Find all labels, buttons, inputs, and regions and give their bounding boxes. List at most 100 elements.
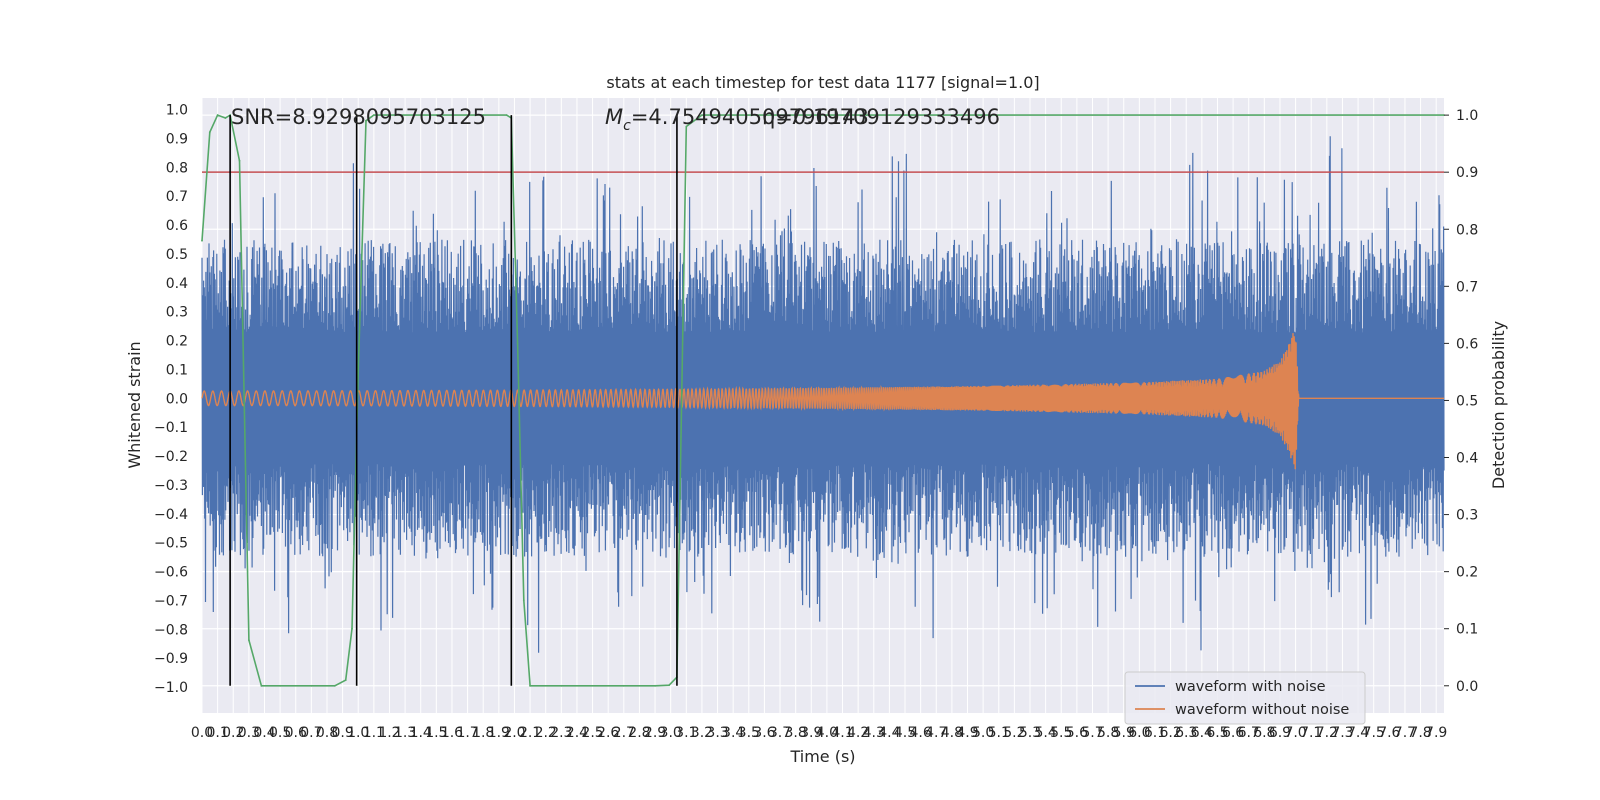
detection-point [201, 239, 203, 242]
detection-point [310, 684, 313, 687]
detection-point [260, 684, 263, 687]
x-tick-label: 3.0 [660, 725, 682, 741]
y2-tick-label: 0.7 [1456, 279, 1478, 295]
x-tick-label: 2.1 [519, 725, 541, 741]
y-tick-label: 0.9 [166, 131, 188, 147]
x-tick-label: 3.6 [753, 725, 775, 741]
eta-annotation: η=0.19709129333496 [762, 105, 1000, 129]
x-tick-label: 4.7 [925, 725, 947, 741]
x-tick-label: 5.3 [1019, 725, 1041, 741]
mc-annotation: Mc=4.754940509796143 [605, 105, 869, 134]
x-tick-label: 3.8 [785, 725, 807, 741]
detection-point [529, 684, 531, 687]
x-tick-label: 5.9 [1113, 725, 1135, 741]
x-tick-label: 4.2 [847, 725, 869, 741]
mc-subscript: c [623, 118, 631, 134]
detection-point [208, 131, 211, 134]
detection-point [685, 125, 688, 128]
y-tick-label: 1.0 [166, 103, 188, 119]
x-tick-label: 4.6 [910, 725, 932, 741]
x-tick-label: 0.7 [300, 725, 322, 741]
x-tick-label: 7.6 [1378, 725, 1400, 741]
x-tick-label: 5.4 [1034, 725, 1056, 741]
x-tick-label: 2.6 [597, 725, 619, 741]
y2-axis-label: Detection probability [1489, 321, 1508, 489]
y-tick-label: 0.5 [166, 247, 188, 263]
x-tick-label: 5.7 [1081, 725, 1103, 741]
x-tick-label: 6.8 [1253, 725, 1275, 741]
x-tick-label: 5.1 [988, 725, 1010, 741]
x-tick-label: 3.1 [675, 725, 697, 741]
y-tick-label: −0.1 [154, 420, 188, 436]
y2-tick-label: 0.8 [1456, 222, 1478, 238]
legend-label-clean: waveform without noise [1175, 702, 1349, 718]
x-tick-label: 2.8 [628, 725, 650, 741]
y2-tick-label: 1.0 [1456, 108, 1478, 124]
x-tick-label: 6.6 [1222, 725, 1244, 741]
x-tick-label: 7.2 [1316, 725, 1338, 741]
noisy-waveform-line [201, 136, 1445, 653]
detection-point [365, 119, 367, 122]
x-tick-label: 1.8 [472, 725, 494, 741]
detection-point [516, 342, 519, 345]
detection-point [224, 117, 227, 119]
detection-point [351, 627, 353, 630]
detection-point [216, 114, 219, 116]
x-tick-label: 7.7 [1394, 725, 1416, 741]
y-tick-label: −0.8 [154, 622, 188, 638]
detection-point [482, 114, 485, 116]
detection-point [505, 114, 508, 116]
x-tick-label: 2.5 [581, 725, 603, 741]
clean-waveform-line [201, 333, 1444, 470]
x-tick-label: 2.3 [550, 725, 572, 741]
x-tick-label: 5.0 [972, 725, 994, 741]
y2-tick-label: 0.9 [1456, 165, 1478, 181]
x-tick-label: 6.9 [1269, 725, 1291, 741]
x-tick-label: 3.2 [691, 725, 713, 741]
x-tick-label: 6.4 [1191, 725, 1213, 741]
x-tick-label: 7.1 [1300, 725, 1322, 741]
x-tick-label: 7.8 [1409, 725, 1431, 741]
x-tick-label: 7.0 [1284, 725, 1306, 741]
y-tick-label: 0.4 [166, 276, 188, 292]
detection-point [333, 684, 336, 687]
x-tick-label: 4.8 [941, 725, 963, 741]
detection-point [344, 679, 347, 681]
x-tick-label: 1.7 [456, 725, 478, 741]
x-tick-label: 0.4 [253, 725, 275, 741]
detection-point [522, 599, 525, 602]
detection-probability-line [201, 113, 1444, 687]
x-tick-label: 1.2 [378, 725, 400, 741]
y-tick-label: −0.7 [154, 593, 188, 609]
detection-point [388, 114, 391, 116]
x-tick-label: 2.4 [566, 725, 588, 741]
x-tick-label: 0.8 [316, 725, 338, 741]
x-tick-label: 5.8 [1097, 725, 1119, 741]
y-tick-label: 0.1 [166, 362, 188, 378]
x-tick-label: 0.6 [285, 725, 307, 741]
x-tick-label: 4.3 [863, 725, 885, 741]
y-tick-label: 0.0 [166, 391, 188, 407]
x-tick-label: 6.7 [1238, 725, 1260, 741]
y-tick-label: −0.5 [154, 536, 188, 552]
x-tick-label: 1.4 [410, 725, 432, 741]
y-tick-label: −0.4 [154, 507, 188, 523]
y2-tick-label: 0.2 [1456, 565, 1478, 581]
x-tick-label: 3.9 [800, 725, 822, 741]
x-tick-label: 7.5 [1363, 725, 1385, 741]
x-tick-label: 7.4 [1347, 725, 1369, 741]
y-tick-label: 0.6 [166, 218, 188, 234]
y-tick-label: −0.3 [154, 478, 188, 494]
x-tick-label: 0.1 [206, 725, 228, 741]
x-tick-label: 4.9 [956, 725, 978, 741]
detection-point [357, 371, 360, 373]
x-tick-label: 3.4 [722, 725, 744, 741]
x-tick-label: 0.9 [331, 725, 353, 741]
y2-tick-label: 0.0 [1456, 679, 1478, 695]
x-tick-label: 1.3 [394, 725, 416, 741]
y-tick-label: 0.3 [166, 305, 188, 321]
x-tick-label: 4.1 [831, 725, 853, 741]
x-tick-label: 0.2 [222, 725, 244, 741]
x-axis-label: Time (s) [789, 747, 855, 766]
y2-tick-label: 0.1 [1456, 622, 1478, 638]
